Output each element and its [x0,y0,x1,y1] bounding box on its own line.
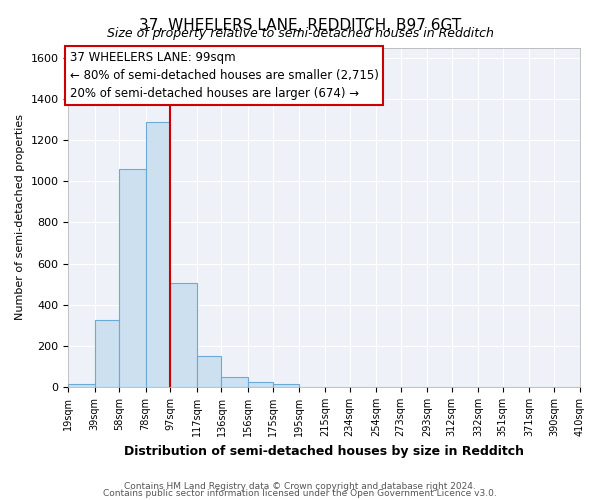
Text: Contains public sector information licensed under the Open Government Licence v3: Contains public sector information licen… [103,489,497,498]
X-axis label: Distribution of semi-detached houses by size in Redditch: Distribution of semi-detached houses by … [124,444,524,458]
Bar [221,377,248,387]
Bar [170,283,197,387]
Text: Size of property relative to semi-detached houses in Redditch: Size of property relative to semi-detach… [107,28,493,40]
Y-axis label: Number of semi-detached properties: Number of semi-detached properties [15,114,25,320]
Bar [95,320,119,387]
Bar [68,384,95,387]
Bar [197,356,221,387]
Text: 37, WHEELERS LANE, REDDITCH, B97 6GT: 37, WHEELERS LANE, REDDITCH, B97 6GT [139,18,461,32]
Bar [248,382,272,387]
Text: 37 WHEELERS LANE: 99sqm
← 80% of semi-detached houses are smaller (2,715)
20% of: 37 WHEELERS LANE: 99sqm ← 80% of semi-de… [70,51,379,100]
Bar [146,122,170,387]
Bar [119,169,146,387]
Bar [272,384,299,387]
Text: Contains HM Land Registry data © Crown copyright and database right 2024.: Contains HM Land Registry data © Crown c… [124,482,476,491]
